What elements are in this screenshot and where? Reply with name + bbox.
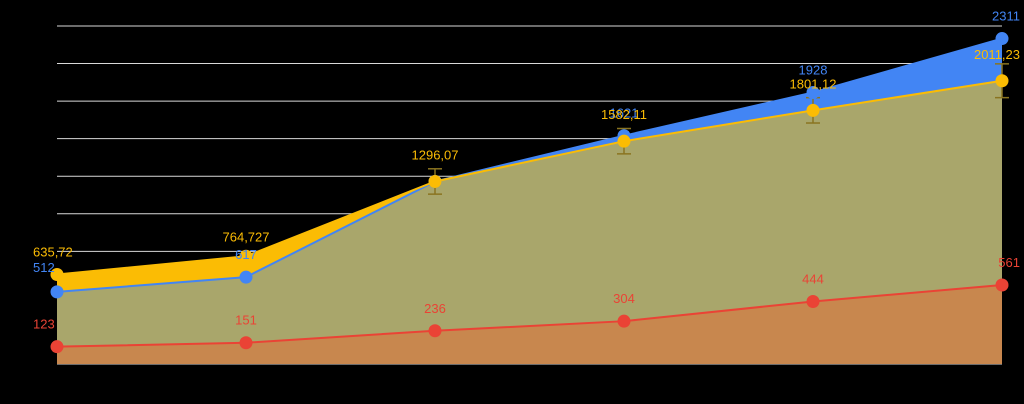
data-label: 617	[235, 247, 257, 262]
data-point	[239, 249, 253, 263]
data-label: 561	[998, 255, 1020, 270]
data-point	[806, 103, 820, 117]
data-label: 151	[235, 313, 257, 328]
data-points	[50, 32, 1009, 354]
data-point	[428, 324, 442, 338]
data-label: 1801,12	[790, 76, 837, 91]
data-point	[239, 336, 253, 350]
data-label: 635,72	[33, 244, 73, 259]
data-point	[806, 294, 820, 308]
data-label: 1296,07	[412, 147, 459, 162]
data-point	[617, 134, 631, 148]
data-label: 764,727	[223, 229, 270, 244]
data-point	[806, 85, 820, 99]
data-label: 2311	[992, 9, 1020, 24]
data-label: 2011,23	[974, 47, 1020, 62]
series-line	[56, 79, 1003, 276]
data-point	[995, 32, 1009, 46]
series-line	[56, 283, 1003, 348]
series-areas	[57, 38, 1002, 365]
data-point	[50, 340, 64, 354]
data-label: 1621	[610, 106, 639, 121]
series-line	[56, 37, 1003, 293]
data-point	[995, 278, 1009, 292]
data-label: 444	[802, 271, 824, 286]
data-point	[50, 285, 64, 299]
data-point	[428, 174, 442, 188]
data-label: 123	[33, 317, 55, 332]
data-labels: 512 617 1621 1928 2311 635,72 764,727 1296,07 15…	[33, 9, 1020, 332]
data-label: 304	[613, 291, 635, 306]
data-label: 1582,11	[601, 107, 647, 122]
data-label: 512	[33, 260, 55, 275]
series-area	[57, 284, 1002, 364]
data-point	[239, 270, 253, 284]
data-point	[995, 74, 1009, 88]
data-point	[50, 267, 64, 281]
data-label: 1928	[799, 62, 828, 77]
data-label: 236	[424, 301, 446, 316]
data-point	[617, 314, 631, 328]
series-lines	[56, 37, 1003, 348]
overlap-area	[57, 80, 1002, 365]
